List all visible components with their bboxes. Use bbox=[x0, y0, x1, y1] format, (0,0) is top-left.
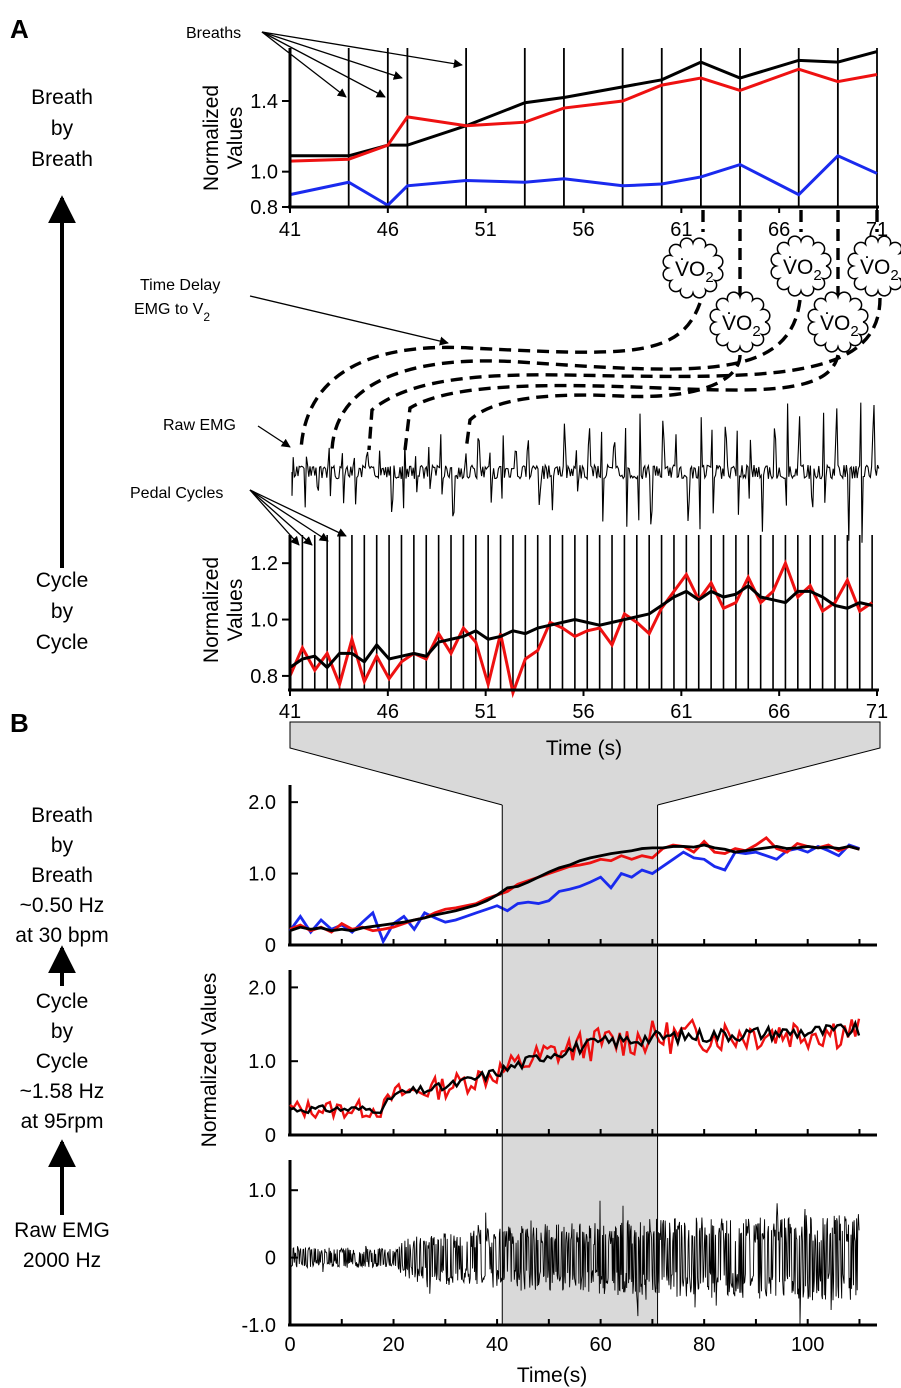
chart-b-cycle: 0 1.0 2.0 bbox=[248, 970, 877, 1147]
annotation-arrows bbox=[249, 31, 463, 546]
x-tick-label-56: 56 bbox=[572, 219, 594, 241]
y-tick-label-1: 1.0 bbox=[248, 1180, 276, 1202]
x-tick-label-51: 51 bbox=[475, 219, 497, 241]
b-cycle-1: Cycle bbox=[36, 990, 89, 1013]
b-raw-2: 2000 Hz bbox=[23, 1249, 101, 1272]
x-tick-label-66: 66 bbox=[768, 219, 790, 241]
series-red bbox=[288, 559, 873, 699]
a-side-top-1: Breath bbox=[31, 86, 93, 109]
y-tick-label-1: 1.0 bbox=[250, 162, 278, 184]
series-red bbox=[289, 1017, 861, 1122]
chart-b-breath: 0 1.0 2.0 bbox=[248, 785, 877, 957]
series-red bbox=[289, 67, 878, 163]
x-tick-label-0: 0 bbox=[284, 1334, 295, 1356]
x-tick-label-46: 46 bbox=[377, 701, 399, 723]
vo2-cloud-2 bbox=[770, 235, 832, 297]
vo2-cloud-1 bbox=[709, 291, 771, 353]
x-tick-label-20: 20 bbox=[382, 1334, 404, 1356]
b-raw-1: Raw EMG bbox=[14, 1219, 110, 1242]
a-side-bottom-2: by bbox=[51, 600, 74, 623]
y-tick-label--1: -1.0 bbox=[242, 1315, 276, 1337]
y-tick-label-1.4: 1.4 bbox=[250, 91, 278, 113]
x-tick-label-41: 41 bbox=[279, 701, 301, 723]
b-breath-4: ~0.50 Hz bbox=[20, 894, 105, 917]
emg-to-vo2-label: EMG to V2 bbox=[134, 301, 210, 324]
y-tick-label-0.8: 0.8 bbox=[250, 197, 278, 219]
chart-cycle-by-cycle: 41 46 51 56 61 66 71 0.8 1.0 1.2 bbox=[250, 535, 888, 723]
series-black bbox=[289, 1200, 860, 1325]
b-xlabel: Time(s) bbox=[517, 1364, 587, 1387]
series-black bbox=[289, 1019, 861, 1115]
x-tick-label-46: 46 bbox=[377, 219, 399, 241]
x-tick-label-56: 56 bbox=[572, 701, 594, 723]
y-tick-label-1.2: 1.2 bbox=[250, 553, 278, 575]
x-tick-label-71: 71 bbox=[866, 701, 888, 723]
b-breath-1: Breath bbox=[31, 804, 93, 827]
x-tick-label-61: 61 bbox=[670, 219, 692, 241]
chart-b-raw-emg: 0 20 40 60 80 100 -1.0 0 1.0 bbox=[242, 1160, 877, 1356]
y-tick-label-0: 0 bbox=[265, 1248, 276, 1270]
a-cycle-ylabel-2: Values bbox=[224, 579, 247, 642]
y-tick-label-1: 1.0 bbox=[248, 1051, 276, 1073]
a-side-bottom-1: Cycle bbox=[36, 569, 89, 592]
y-tick-label-2: 2.0 bbox=[248, 977, 276, 999]
a-cycle-ylabel-1: Normalized bbox=[200, 557, 223, 663]
a-breath-ylabel-1: Normalized bbox=[200, 85, 223, 191]
x-tick-label-100: 100 bbox=[791, 1334, 824, 1356]
series-red bbox=[289, 836, 860, 934]
a-cycle-xlabel: Time (s) bbox=[546, 737, 622, 760]
a-side-top-2: by bbox=[51, 117, 74, 140]
vo2-cloud-4 bbox=[847, 235, 901, 297]
b-cycle-5: at 95rpm bbox=[21, 1110, 104, 1133]
vo2-cloud-0 bbox=[662, 237, 724, 299]
b-breath-5: at 30 bpm bbox=[15, 924, 108, 947]
time-delay-label: Time Delay bbox=[140, 277, 220, 294]
y-tick-label-0: 0 bbox=[265, 1125, 276, 1147]
y-tick-label-0.8: 0.8 bbox=[250, 666, 278, 688]
a-side-top-3: Breath bbox=[31, 148, 93, 171]
chart-breath-by-breath: 41 46 51 56 61 66 71 0.8 1.0 1.4 bbox=[250, 48, 888, 241]
panel-label-a: A bbox=[10, 14, 29, 44]
y-tick-label-1: 1.0 bbox=[250, 610, 278, 632]
series-black bbox=[289, 843, 860, 933]
a-side-labels: Breath by Breath Cycle by Cycle bbox=[31, 86, 93, 654]
series-blue bbox=[289, 153, 878, 208]
x-tick-label-60: 60 bbox=[589, 1334, 611, 1356]
y-tick-label-2: 2.0 bbox=[248, 792, 276, 814]
a-breath-ylabel-2: Values bbox=[224, 107, 247, 170]
delay-curves bbox=[299, 210, 882, 451]
chart-raw-emg-detail bbox=[291, 402, 880, 543]
b-ylabel: Normalized Values bbox=[198, 973, 221, 1148]
raw-emg-label: Raw EMG bbox=[163, 417, 236, 434]
x-tick-label-61: 61 bbox=[670, 701, 692, 723]
b-cycle-4: ~1.58 Hz bbox=[20, 1080, 105, 1103]
b-cycle-3: Cycle bbox=[36, 1050, 89, 1073]
a-side-bottom-3: Cycle bbox=[36, 631, 89, 654]
series-black bbox=[289, 583, 873, 670]
vo2-clouds: V̇O2V̇O2V̇O2V̇O2V̇O2 bbox=[662, 235, 901, 353]
x-tick-label-51: 51 bbox=[475, 701, 497, 723]
b-breath-2: by bbox=[51, 834, 74, 857]
raw-emg-trace bbox=[291, 402, 880, 543]
pedal-cycles-label: Pedal Cycles bbox=[130, 485, 223, 502]
x-tick-label-66: 66 bbox=[768, 701, 790, 723]
panel-label-b: B bbox=[10, 708, 29, 738]
y-tick-label-1: 1.0 bbox=[248, 864, 276, 886]
vo2-cloud-3 bbox=[807, 291, 869, 353]
series-blue bbox=[288, 843, 860, 945]
breaths-label: Breaths bbox=[186, 25, 241, 42]
b-side-labels: Breath by Breath ~0.50 Hz at 30 bpm Cycl… bbox=[14, 804, 110, 1272]
x-tick-label-40: 40 bbox=[486, 1334, 508, 1356]
y-tick-label-0: 0 bbox=[265, 935, 276, 957]
b-breath-3: Breath bbox=[31, 864, 93, 887]
x-tick-label-41: 41 bbox=[279, 219, 301, 241]
x-tick-label-80: 80 bbox=[693, 1334, 715, 1356]
b-cycle-2: by bbox=[51, 1020, 74, 1043]
x-tick-label-71: 71 bbox=[866, 219, 888, 241]
series-black bbox=[290, 50, 878, 158]
